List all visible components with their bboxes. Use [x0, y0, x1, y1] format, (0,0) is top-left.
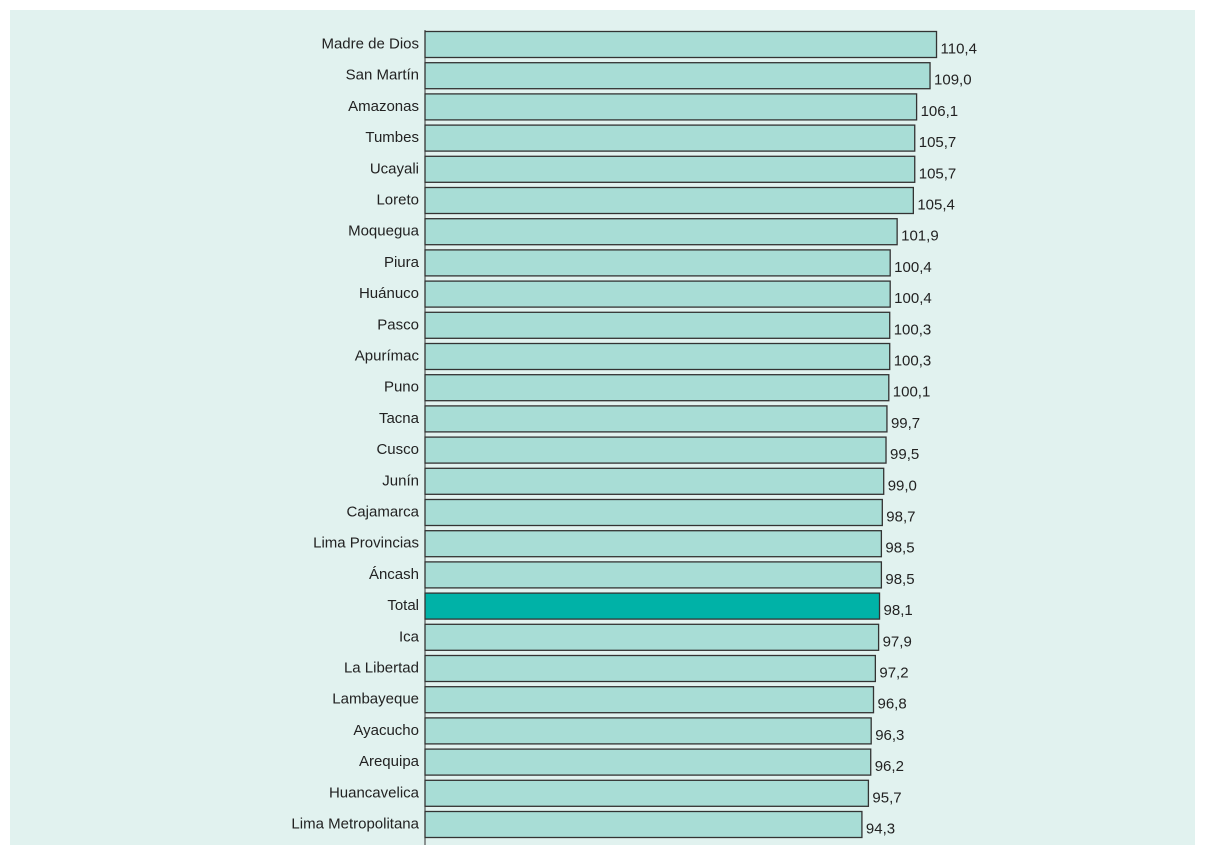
- data-label: 106,1: [921, 103, 959, 120]
- bar: [424, 249, 891, 277]
- bar: [424, 810, 863, 839]
- bar: [424, 155, 916, 183]
- bar: [424, 342, 891, 371]
- bar: [424, 405, 888, 433]
- data-label: 98,5: [885, 571, 914, 588]
- bar: [424, 779, 870, 807]
- y-tick-label: Cajamarca: [346, 503, 419, 520]
- bar: [424, 530, 883, 558]
- data-label: 97,2: [879, 664, 908, 681]
- data-label: 99,0: [888, 477, 917, 494]
- y-tick-label: Huánuco: [359, 285, 419, 302]
- data-label: 100,3: [894, 321, 932, 338]
- bar: [424, 124, 916, 152]
- y-tick-label: Ica: [399, 628, 420, 645]
- y-tick-label: Pasco: [377, 316, 419, 333]
- bar: [424, 467, 885, 495]
- y-tick-label: Amazonas: [348, 98, 419, 115]
- data-label: 109,0: [934, 72, 972, 89]
- bar: [424, 748, 872, 776]
- data-label: 97,9: [883, 633, 912, 650]
- bar: [424, 280, 891, 308]
- bar: [424, 30, 938, 59]
- y-tick-label: Arequipa: [359, 753, 420, 770]
- y-tick-label: La Libertad: [344, 659, 419, 676]
- bar: [424, 218, 898, 246]
- y-tick-label: Puno: [384, 379, 419, 396]
- data-label: 110,4: [941, 40, 977, 57]
- data-label: 105,7: [919, 134, 957, 151]
- data-label: 105,7: [919, 165, 957, 182]
- data-label: 94,3: [866, 820, 895, 837]
- data-label: 98,5: [885, 540, 914, 557]
- y-tick-label: Lima Metropolitana: [291, 815, 419, 832]
- bar: [424, 561, 883, 589]
- y-tick-label: Cusco: [376, 441, 419, 458]
- data-label: 95,7: [872, 789, 901, 806]
- data-label: 99,7: [891, 415, 920, 432]
- bar: [424, 93, 918, 121]
- data-label: 100,1: [893, 384, 931, 401]
- y-tick-label: Moquegua: [348, 223, 420, 240]
- y-tick-label: Apurímac: [355, 347, 420, 364]
- bar: [424, 186, 915, 215]
- y-tick-label: Loreto: [376, 191, 419, 208]
- y-tick-label: Huancavelica: [329, 784, 420, 801]
- y-tick-label: Lambayeque: [332, 691, 419, 708]
- data-label: 101,9: [901, 228, 939, 245]
- bar: [424, 436, 887, 464]
- bar: [424, 311, 891, 339]
- y-tick-label: San Martín: [346, 67, 419, 84]
- y-tick-label: Madre de Dios: [321, 35, 419, 52]
- y-tick-label: Tumbes: [365, 129, 419, 146]
- data-label: 100,4: [894, 290, 932, 307]
- bar: [424, 592, 881, 620]
- data-label: 105,4: [917, 196, 955, 213]
- y-tick-label: Ayacucho: [353, 722, 419, 739]
- data-label: 98,1: [884, 602, 913, 619]
- y-tick-label: Junín: [382, 472, 419, 489]
- data-label: 99,5: [890, 446, 919, 463]
- bar: [424, 654, 877, 683]
- y-tick-label: Tacna: [379, 410, 420, 427]
- bar: [424, 498, 883, 527]
- y-tick-label: Piura: [384, 254, 420, 271]
- bar: [424, 374, 890, 402]
- data-label: 96,8: [878, 696, 907, 713]
- y-tick-label: Total: [387, 597, 419, 614]
- bar: [424, 717, 872, 745]
- y-tick-label: Lima Provincias: [313, 535, 419, 552]
- bar: [424, 623, 880, 651]
- data-label: 100,3: [894, 352, 932, 369]
- data-label: 96,2: [875, 758, 904, 775]
- data-label: 98,7: [886, 508, 915, 525]
- bar: [424, 62, 931, 90]
- y-tick-label: Ucayali: [370, 160, 419, 177]
- data-label: 96,3: [875, 727, 904, 744]
- data-label: 100,4: [894, 259, 932, 276]
- y-tick-label: Áncash: [369, 566, 419, 583]
- bar: [424, 686, 875, 714]
